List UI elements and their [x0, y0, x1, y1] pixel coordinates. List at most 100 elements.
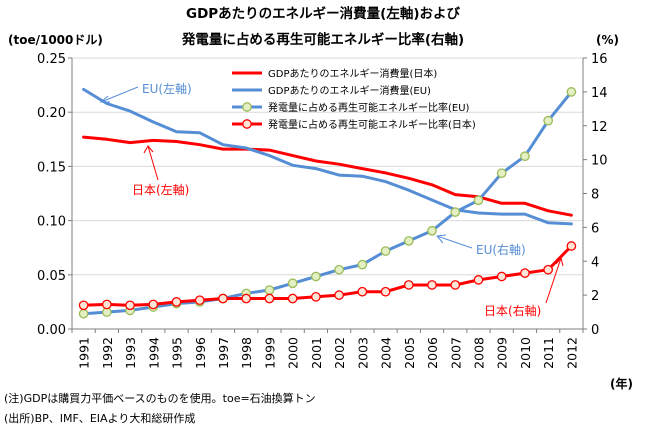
data-point-3	[218, 293, 228, 304]
data-point-3	[334, 290, 344, 300]
data-point-3	[380, 286, 391, 297]
series-line-3	[82, 244, 573, 307]
data-point-3	[194, 295, 205, 306]
series-line-1	[82, 87, 573, 226]
chart-source: (出所)BP、IMF、EIAより大和総研作成	[4, 411, 195, 425]
data-point-2	[450, 207, 461, 217]
annotation-arrow	[147, 145, 159, 181]
data-point-2	[78, 308, 89, 319]
legend-entry: 発電量に占める再生可能エネルギー比率(EU)	[268, 101, 470, 114]
data-point-3	[311, 291, 321, 302]
right-tick-label: 4	[591, 255, 599, 270]
x-tick-label: 2000	[286, 337, 301, 369]
data-point-2	[357, 259, 368, 270]
right-tick-label: 8	[591, 188, 599, 203]
x-tick-label: 1995	[170, 337, 185, 369]
chart-title-line1: GDPあたりのエネルギー消費量(左軸)および	[186, 5, 461, 22]
right-tick-label: 12	[591, 120, 608, 135]
data-point-2	[380, 246, 391, 256]
left-tick-label: 0.15	[37, 160, 66, 175]
data-point-3	[427, 280, 437, 290]
data-point-3	[264, 293, 275, 304]
data-point-3	[403, 280, 414, 290]
x-tick-label: 1992	[100, 337, 115, 369]
x-tick-label: 1997	[216, 337, 231, 369]
data-point-3	[473, 275, 484, 285]
x-tick-label: 1999	[262, 337, 277, 369]
data-point-2	[566, 87, 577, 97]
annotation-arrowhead	[555, 256, 564, 267]
right-tick-label: 0	[591, 323, 599, 338]
data-point-2	[427, 225, 437, 236]
right-tick-label: 16	[591, 52, 608, 67]
data-point-3	[543, 264, 554, 275]
x-tick-label: 1994	[146, 337, 161, 369]
x-tick-label: 1996	[193, 337, 208, 369]
series-line-0	[82, 135, 573, 217]
x-tick-label: 1991	[77, 337, 92, 369]
x-tick-label: 2003	[355, 337, 370, 369]
x-tick-label: 2012	[564, 337, 579, 369]
x-tick-label: 2002	[332, 337, 347, 369]
data-point-2	[473, 195, 484, 206]
legend-entry: GDPあたりのエネルギー消費量(EU)	[268, 84, 431, 97]
annotation-eu-right: EU(右軸)	[476, 242, 526, 257]
data-point-2	[403, 236, 414, 246]
data-point-3	[101, 299, 112, 310]
right-tick-label: 6	[591, 221, 599, 236]
x-tick-label: 2009	[495, 337, 510, 369]
legend-entry: GDPあたりのエネルギー消費量(日本)	[268, 67, 437, 80]
right-tick-label: 2	[591, 289, 599, 304]
annotation-arrow	[545, 257, 562, 304]
data-point-2	[311, 271, 321, 282]
data-point-2	[287, 278, 298, 289]
data-point-3	[520, 268, 530, 278]
x-tick-label: 2010	[518, 337, 533, 369]
data-point-3	[78, 300, 89, 311]
annotation-arrow	[100, 86, 139, 103]
right-axis-unit-label: (%)	[596, 33, 619, 47]
x-tick-label: 2011	[541, 337, 556, 369]
left-tick-label: 0.10	[37, 215, 66, 230]
x-tick-label: 2008	[471, 337, 486, 369]
right-tick-label: 10	[591, 154, 608, 169]
legend-marker	[242, 119, 252, 129]
x-tick-label: 2001	[309, 337, 324, 369]
x-axis-label: (年)	[610, 376, 633, 391]
annotation-arrowhead	[436, 234, 447, 244]
annotation-arrow	[436, 235, 473, 249]
data-point-3	[125, 300, 135, 311]
legend-entry: 発電量に占める再生可能エネルギー比率(日本)	[268, 118, 476, 131]
data-point-2	[543, 115, 554, 126]
data-point-3	[357, 286, 368, 297]
legend-marker	[242, 102, 252, 112]
left-tick-label: 0.05	[37, 269, 66, 284]
data-point-2	[496, 168, 507, 179]
right-tick-label: 14	[591, 86, 608, 101]
data-point-2	[334, 264, 344, 275]
left-tick-label: 0.20	[37, 106, 66, 121]
annotation-arrowhead	[143, 145, 154, 154]
data-point-3	[241, 293, 252, 304]
left-axis-unit-label: (toe/1000ドル)	[8, 33, 103, 47]
annotation-eu-left: EU(左軸)	[142, 81, 192, 96]
data-point-3	[566, 241, 577, 251]
chart-note: (注)GDPは購買力平価ベースのものを使用。toe=石油換算トン	[4, 391, 316, 405]
data-point-3	[287, 293, 298, 304]
annotation-arrowhead	[99, 95, 110, 103]
data-point-3	[148, 299, 159, 310]
left-tick-label: 0.00	[37, 323, 66, 338]
data-point-2	[264, 285, 275, 295]
data-point-3	[171, 297, 182, 307]
series-line-2	[82, 90, 573, 316]
left-tick-label: 0.25	[37, 52, 66, 67]
x-tick-label: 2007	[448, 337, 463, 369]
plot-area: 0.00 0.05 0.10 0.15 0.20 0.25 0 2 4 6 8 10 12 14 16 199…	[37, 52, 608, 369]
data-point-2	[520, 151, 530, 162]
data-point-3	[496, 271, 507, 282]
annotation-japan-right: 日本(右軸)	[484, 303, 541, 318]
x-tick-label: 1998	[239, 337, 254, 369]
annotation-japan-left: 日本(左軸)	[132, 182, 189, 197]
